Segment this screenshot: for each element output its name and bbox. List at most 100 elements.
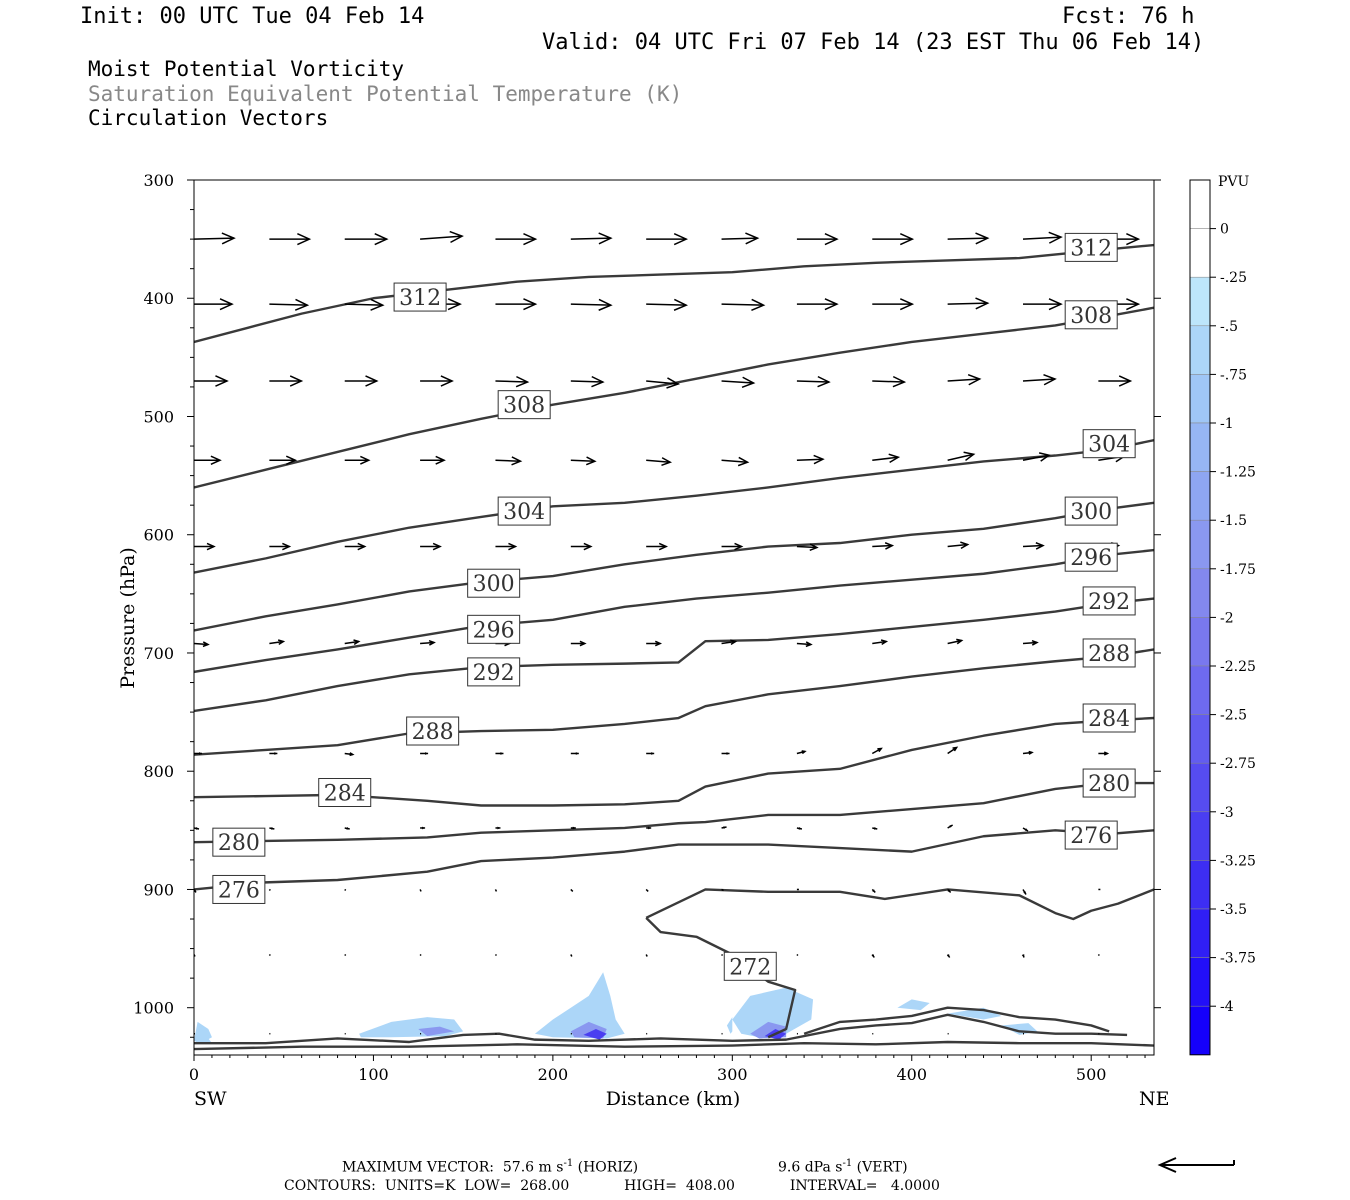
vector-arrowhead bbox=[745, 232, 760, 245]
vector-arrowhead bbox=[206, 542, 216, 551]
vector-arrowhead bbox=[440, 375, 454, 387]
vector-arrowhead bbox=[658, 542, 669, 551]
circulation-vector bbox=[796, 953, 799, 957]
vector-arrowhead bbox=[422, 826, 426, 830]
vector-arrowhead bbox=[297, 233, 312, 246]
vector-arrowhead bbox=[374, 233, 389, 246]
circulation-vector bbox=[721, 459, 748, 463]
contour-label: 284 bbox=[324, 782, 366, 807]
reference-vector-arrow bbox=[1157, 1157, 1235, 1173]
vector-arrowhead bbox=[215, 375, 229, 387]
circulation-vector bbox=[420, 235, 463, 240]
high-value: 408.00 bbox=[685, 1178, 735, 1194]
contour-label: 300 bbox=[1070, 500, 1112, 525]
contour-label: 276 bbox=[218, 878, 260, 903]
colorbar-swatch bbox=[1189, 860, 1211, 910]
vector-arrowhead bbox=[673, 298, 689, 311]
vector-arrowhead bbox=[730, 639, 738, 646]
vector-arrowhead bbox=[975, 297, 990, 310]
vector-arrowhead bbox=[360, 455, 371, 465]
vector-arrowhead bbox=[219, 298, 234, 311]
circulation-vector bbox=[947, 237, 988, 240]
max-horiz-value: 57.6 bbox=[502, 1159, 535, 1176]
x-tick-label: 0 bbox=[189, 1065, 199, 1084]
contour-label-box bbox=[1082, 638, 1136, 668]
pv-shade-3 bbox=[726, 1017, 733, 1034]
circulation-vector bbox=[721, 380, 754, 384]
vector-arrowhead bbox=[1021, 954, 1025, 958]
x-axis: 0 100 200 300 400 500 bbox=[189, 1055, 1146, 1084]
colorbar-label: -3 bbox=[1220, 805, 1234, 821]
theta-es-contour-300 bbox=[194, 501, 1154, 632]
legend-vectors: Circulation Vectors bbox=[88, 106, 329, 130]
circulation-vector bbox=[646, 459, 671, 463]
sw-label: SW bbox=[194, 1088, 227, 1110]
contour-label-box bbox=[1064, 300, 1118, 330]
low-value: 268.00 bbox=[520, 1178, 570, 1194]
vector-arrowhead bbox=[353, 639, 361, 646]
init-time: Init: 00 UTC Tue 04 Feb 14 bbox=[80, 4, 425, 29]
contour-label: 308 bbox=[1070, 304, 1112, 329]
colorbar-swatch bbox=[1189, 714, 1211, 764]
x-tick-label: 200 bbox=[538, 1065, 569, 1084]
contour-label-box bbox=[406, 716, 460, 746]
vector-arrowhead bbox=[289, 375, 304, 387]
circulation-vector bbox=[947, 453, 974, 461]
circulation-vector bbox=[872, 380, 905, 383]
vector-arrowhead bbox=[195, 827, 199, 830]
circulation-vector bbox=[344, 640, 359, 645]
x-tick-label: 400 bbox=[896, 1065, 927, 1084]
contour-label: 276 bbox=[1070, 824, 1112, 849]
contour-label-box bbox=[1082, 429, 1136, 459]
colorbar-title: PVU bbox=[1218, 174, 1250, 190]
vector-arrowhead bbox=[892, 375, 907, 388]
contour-label: 308 bbox=[503, 394, 545, 419]
vector-arrowhead bbox=[809, 543, 819, 552]
contour-label-box bbox=[497, 496, 551, 526]
vector-arrowhead bbox=[370, 298, 385, 311]
vector-arrowhead bbox=[884, 542, 895, 550]
vector-arrowhead bbox=[271, 827, 275, 830]
ne-label: NE bbox=[1139, 1088, 1170, 1110]
circulation-vector bbox=[947, 543, 968, 548]
x-tick-label: 500 bbox=[1076, 1065, 1107, 1084]
vector-arrowhead bbox=[428, 639, 436, 646]
vector-arrowhead bbox=[726, 752, 730, 755]
y-tick-label: 900 bbox=[143, 880, 174, 899]
vector-arrowhead bbox=[508, 542, 518, 551]
circulation-vector bbox=[269, 640, 284, 645]
circulation-vector bbox=[872, 544, 893, 548]
contour-label: 288 bbox=[1088, 642, 1130, 667]
circulation-vector bbox=[1022, 544, 1044, 548]
circulation-vector bbox=[570, 954, 573, 957]
colorbar-label: -1.25 bbox=[1220, 465, 1256, 481]
circulation-vector bbox=[570, 303, 611, 306]
plot-frame bbox=[193, 179, 1155, 1056]
circulation-vector bbox=[419, 953, 422, 957]
contour-label-box bbox=[393, 282, 447, 312]
contour-label: 280 bbox=[218, 831, 260, 856]
vector-arrowhead bbox=[1126, 233, 1141, 246]
circulation-vector bbox=[194, 237, 235, 240]
circulation-vector bbox=[1097, 953, 1100, 957]
colorbar-swatch bbox=[1189, 568, 1211, 618]
contour-label-box bbox=[467, 614, 521, 644]
contour-label-box bbox=[1082, 586, 1136, 616]
horiz-unit: m s bbox=[538, 1159, 564, 1176]
vector-arrowhead bbox=[734, 542, 744, 551]
pv-shade-1 bbox=[359, 1017, 464, 1038]
horiz-exp: -1 bbox=[563, 1158, 574, 1169]
y-tick-label: 700 bbox=[143, 644, 174, 663]
vector-arrowhead bbox=[824, 298, 839, 311]
circulation-vector bbox=[645, 954, 648, 957]
vector-arrowhead bbox=[435, 455, 446, 465]
colorbar-label: -1 bbox=[1220, 416, 1234, 432]
circulation-vector bbox=[721, 888, 724, 892]
circulation-vector bbox=[646, 303, 687, 306]
y-tick-label: 500 bbox=[143, 407, 174, 426]
vector-arrowhead bbox=[651, 752, 655, 755]
vector-arrowhead bbox=[880, 639, 889, 646]
pv-shade-11 bbox=[583, 1028, 607, 1040]
colorbar-label: -1.75 bbox=[1220, 562, 1256, 578]
